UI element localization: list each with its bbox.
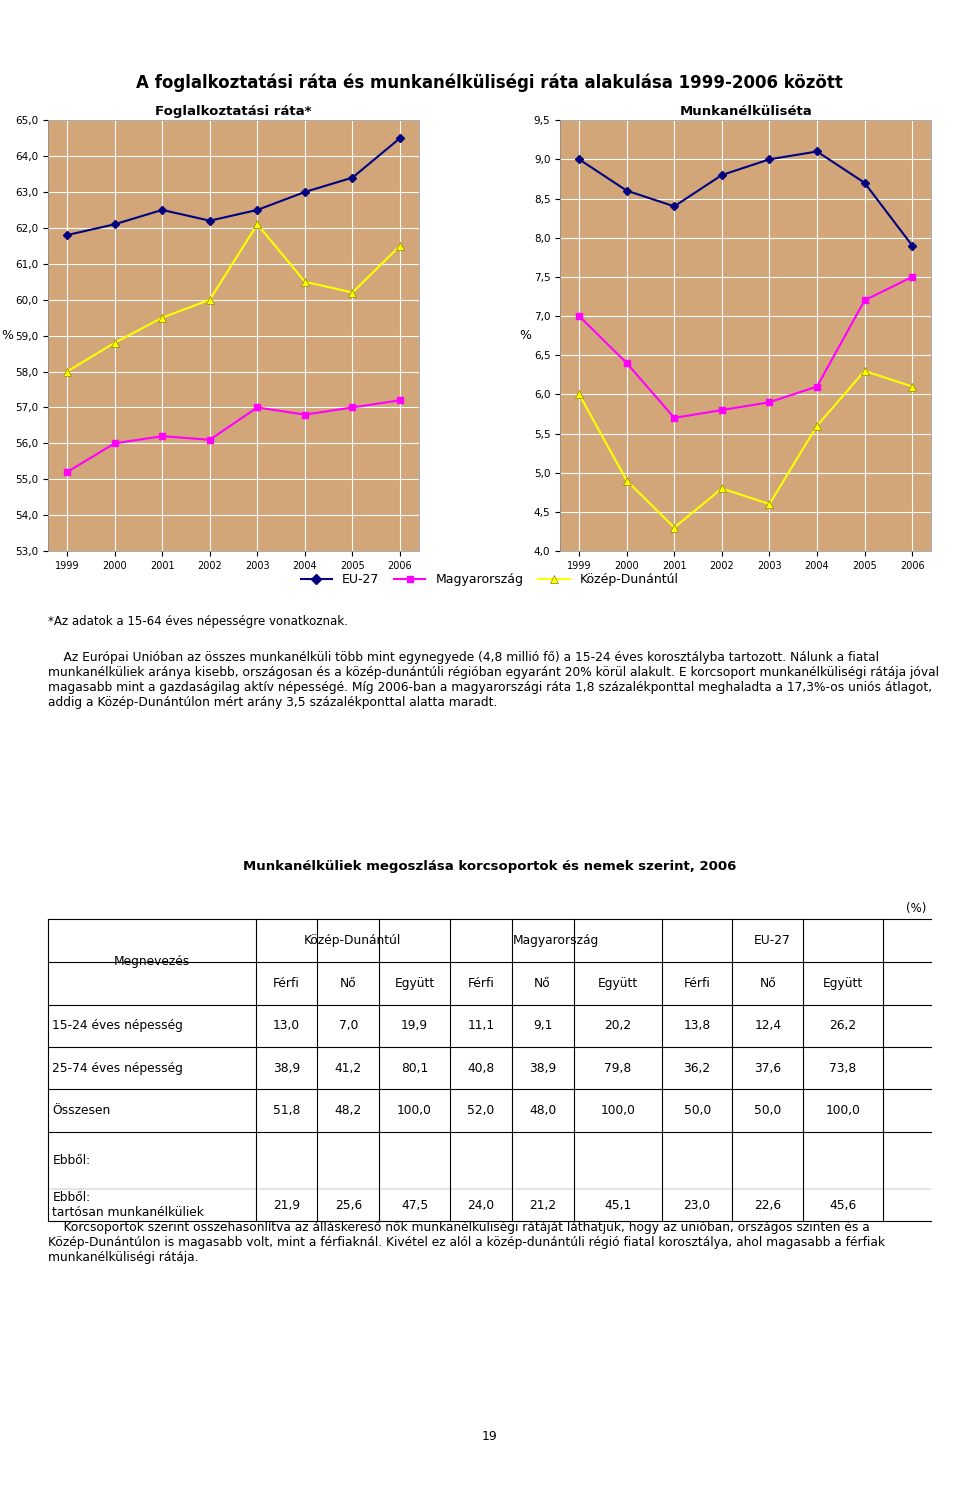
- Text: 20,2: 20,2: [604, 1019, 632, 1032]
- Text: 36,2: 36,2: [684, 1062, 710, 1075]
- Text: 19: 19: [482, 1430, 497, 1443]
- Text: 11,1: 11,1: [468, 1019, 494, 1032]
- Text: 24,0: 24,0: [468, 1198, 494, 1212]
- Text: 13,8: 13,8: [684, 1019, 710, 1032]
- Text: 51,8: 51,8: [273, 1103, 300, 1117]
- Text: 50,0: 50,0: [684, 1103, 710, 1117]
- Text: Korcsoportok szerint összehasonlítva az álláskereső nők munkanélküliségi rátáját: Korcsoportok szerint összehasonlítva az …: [48, 1221, 885, 1264]
- Y-axis label: %: %: [1, 330, 12, 342]
- Text: Férfi: Férfi: [684, 977, 710, 990]
- Text: 100,0: 100,0: [397, 1103, 432, 1117]
- Text: (%): (%): [906, 903, 926, 915]
- Text: 100,0: 100,0: [600, 1103, 636, 1117]
- Text: 15-24 éves népesség: 15-24 éves népesség: [53, 1019, 183, 1032]
- Text: 41,2: 41,2: [335, 1062, 362, 1075]
- Text: Megnevezés: Megnevezés: [113, 955, 190, 968]
- Text: 23,0: 23,0: [684, 1198, 710, 1212]
- Text: 80,1: 80,1: [401, 1062, 428, 1075]
- Text: 47,5: 47,5: [401, 1198, 428, 1212]
- Text: *Az adatok a 15-64 éves népességre vonatkoznak.: *Az adatok a 15-64 éves népességre vonat…: [48, 615, 348, 628]
- Text: Nő: Nő: [534, 977, 551, 990]
- Text: A foglalkoztatási ráta és munkanélküliségi ráta alakulása 1999-2006 között: A foglalkoztatási ráta és munkanélkülisé…: [136, 73, 843, 92]
- Text: Férfi: Férfi: [468, 977, 494, 990]
- Text: Összesen: Összesen: [53, 1103, 110, 1117]
- Text: 100,0: 100,0: [826, 1103, 860, 1117]
- Text: 25-74 éves népesség: 25-74 éves népesség: [53, 1062, 183, 1075]
- Text: Együtt: Együtt: [597, 977, 637, 990]
- Text: Magyarország: Magyarország: [513, 934, 599, 947]
- Text: 73,8: 73,8: [829, 1062, 856, 1075]
- Text: 9,1: 9,1: [533, 1019, 552, 1032]
- Text: 40,8: 40,8: [468, 1062, 494, 1075]
- Text: Közép-Dunántúl: Közép-Dunántúl: [304, 934, 401, 947]
- Text: Ebből:
tartósan munkanélküliek: Ebből: tartósan munkanélküliek: [53, 1191, 204, 1219]
- Text: 19,9: 19,9: [401, 1019, 428, 1032]
- Text: Férfi: Férfi: [273, 977, 300, 990]
- Text: 13,0: 13,0: [273, 1019, 300, 1032]
- Title: Foglalkoztatási ráta*: Foglalkoztatási ráta*: [156, 104, 312, 117]
- Text: 52,0: 52,0: [468, 1103, 494, 1117]
- Text: 48,0: 48,0: [529, 1103, 556, 1117]
- Text: Együtt: Együtt: [823, 977, 863, 990]
- Text: 21,2: 21,2: [529, 1198, 556, 1212]
- Text: 12,4: 12,4: [755, 1019, 781, 1032]
- Text: Nő: Nő: [759, 977, 777, 990]
- Text: 26,2: 26,2: [829, 1019, 856, 1032]
- Text: Együtt: Együtt: [395, 977, 435, 990]
- Text: 45,1: 45,1: [604, 1198, 632, 1212]
- Text: 21,9: 21,9: [273, 1198, 300, 1212]
- Text: 79,8: 79,8: [604, 1062, 632, 1075]
- Text: 38,9: 38,9: [529, 1062, 556, 1075]
- Y-axis label: %: %: [519, 330, 532, 342]
- Text: 48,2: 48,2: [335, 1103, 362, 1117]
- Legend: EU-27, Magyarország, Közép-Dunántúl: EU-27, Magyarország, Közép-Dunántúl: [296, 569, 684, 591]
- Text: Nő: Nő: [340, 977, 357, 990]
- Text: Ebből:: Ebből:: [53, 1154, 90, 1167]
- Text: 50,0: 50,0: [755, 1103, 781, 1117]
- Text: Munkanélküliek megoszlása korcsoportok és nemek szerint, 2006: Munkanélküliek megoszlása korcsoportok é…: [243, 860, 736, 873]
- Text: 22,6: 22,6: [755, 1198, 781, 1212]
- Text: 7,0: 7,0: [339, 1019, 358, 1032]
- Text: 38,9: 38,9: [273, 1062, 300, 1075]
- Text: 45,6: 45,6: [829, 1198, 856, 1212]
- Text: Az Európai Unióban az összes munkanélküli több mint egynegyede (4,8 millió fő) a: Az Európai Unióban az összes munkanélkül…: [48, 650, 939, 708]
- Text: 25,6: 25,6: [335, 1198, 362, 1212]
- Text: EU-27: EU-27: [754, 934, 791, 947]
- Title: Munkanélküliséta: Munkanélküliséta: [680, 104, 812, 117]
- Text: 37,6: 37,6: [755, 1062, 781, 1075]
